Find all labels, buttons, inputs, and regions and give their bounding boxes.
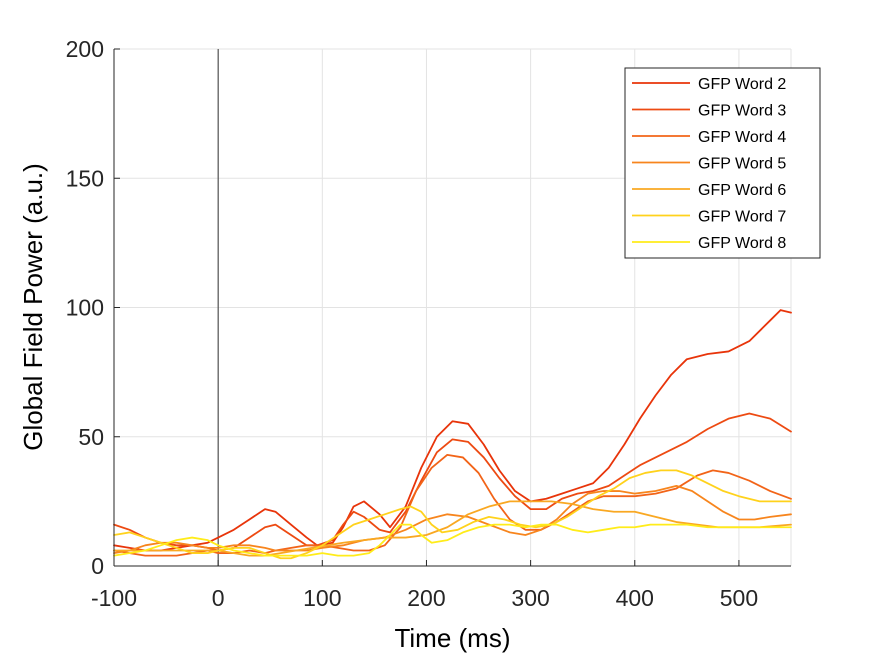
x-axis-title: Time (ms) xyxy=(394,623,510,653)
legend-label: GFP Word 7 xyxy=(698,209,786,226)
series-line-6 xyxy=(113,469,792,560)
series-lines xyxy=(113,309,792,560)
legend-label: GFP Word 6 xyxy=(698,182,786,199)
legend-label: GFP Word 4 xyxy=(698,129,786,146)
x-tick-label: 300 xyxy=(511,585,549,611)
x-tick-label: 200 xyxy=(407,585,445,611)
x-tick-label: 0 xyxy=(212,585,225,611)
y-axis-title: Global Field Power (a.u.) xyxy=(18,163,48,451)
legend-label: GFP Word 2 xyxy=(698,76,786,93)
series-line-4 xyxy=(113,484,792,554)
y-tick-label: 150 xyxy=(66,165,104,191)
legend: GFP Word 2 GFP Word 3 GFP Word 4 GFP Word 5… xyxy=(624,67,821,259)
series-line-3 xyxy=(113,453,792,557)
legend-label: GFP Word 3 xyxy=(698,103,786,120)
legend-label: GFP Word 5 xyxy=(698,156,786,173)
y-tick-label: 50 xyxy=(78,424,104,450)
legend-items: GFP Word 2 GFP Word 3 GFP Word 4 GFP Word 5… xyxy=(632,76,786,252)
x-tick-label: -100 xyxy=(91,585,137,611)
x-tick-label: 400 xyxy=(616,585,654,611)
y-tick-label: 200 xyxy=(66,36,104,62)
y-tick-label: 100 xyxy=(66,295,104,321)
tick-labels: -100 0 100 200 300 400 500 0 50 100 150 200 xyxy=(66,36,758,611)
axes xyxy=(113,48,791,567)
legend-label: GFP Word 8 xyxy=(698,235,786,252)
series-line-7 xyxy=(113,523,792,557)
x-tick-label: 100 xyxy=(303,585,341,611)
y-tick-label: 0 xyxy=(91,553,104,579)
series-line-1 xyxy=(113,309,792,552)
x-tick-label: 500 xyxy=(720,585,758,611)
series-line-5 xyxy=(113,500,792,557)
